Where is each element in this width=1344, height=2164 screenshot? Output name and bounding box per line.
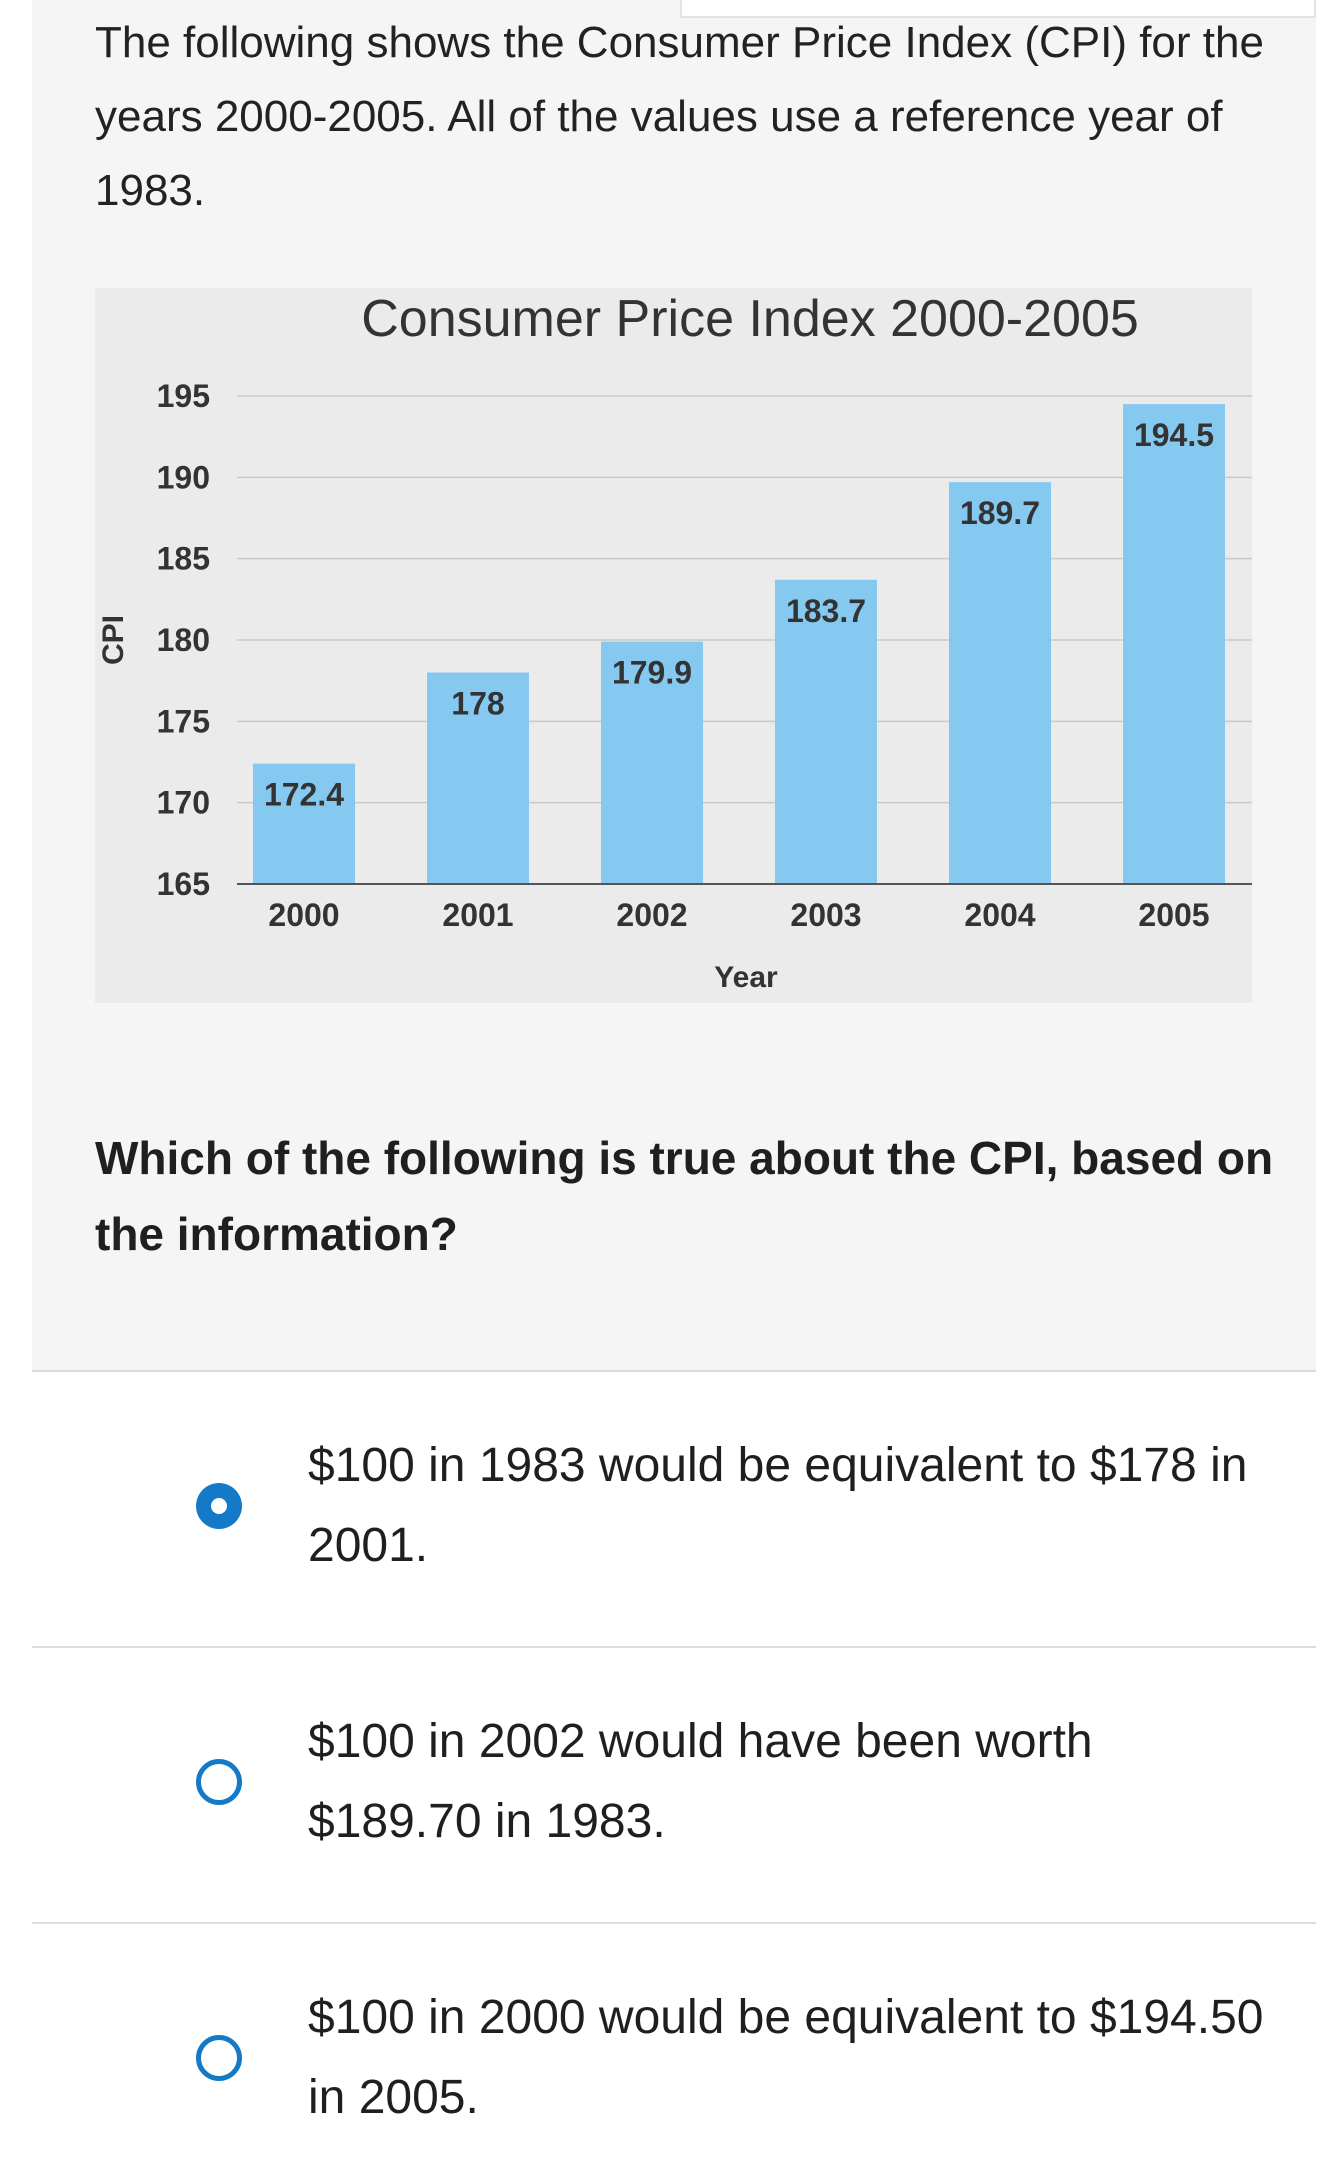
data-label: 172.4 — [264, 777, 344, 813]
x-tick-label: 2001 — [442, 897, 513, 933]
x-tick-label: 2003 — [790, 897, 861, 933]
bar — [601, 641, 703, 884]
answer-option-3[interactable]: $100 in 2000 would be equivalent to $194… — [32, 1924, 1316, 2164]
x-tick-label: 2002 — [616, 897, 687, 933]
answer-option-text: $100 in 2002 would have been worth $189.… — [308, 1715, 1093, 1848]
answer-option-text: $100 in 2000 would be equivalent to $194… — [308, 1991, 1264, 2124]
divider — [32, 1922, 1316, 1924]
cpi-chart: Consumer Price Index 2000-2005 165 170 175… — [95, 288, 1252, 1003]
y-tick-label: 175 — [157, 703, 210, 739]
grid-lines — [237, 395, 1252, 804]
cpi-bar-chart-svg: Consumer Price Index 2000-2005 165 170 175… — [97, 290, 1252, 994]
bar — [775, 579, 877, 884]
bar — [427, 672, 529, 884]
question-prompt: Which of the following is true about the… — [95, 1132, 1274, 1260]
divider — [32, 1370, 1316, 1372]
bar — [253, 763, 355, 884]
y-tick-label: 190 — [157, 459, 210, 495]
bar — [949, 482, 1051, 884]
answer-option-2[interactable]: $100 in 2002 would have been worth $189.… — [32, 1648, 1316, 1922]
x-tick-label: 2000 — [268, 897, 339, 933]
radio-unselected-icon[interactable] — [196, 2035, 242, 2081]
y-tick-label: 170 — [157, 785, 210, 821]
data-label: 179.9 — [612, 655, 692, 691]
question-intro: The following shows the Consumer Price I… — [95, 18, 1264, 215]
data-label: 183.7 — [786, 593, 866, 629]
data-label: 189.7 — [960, 495, 1040, 531]
radio-unselected-icon[interactable] — [196, 1759, 242, 1805]
bars — [253, 404, 1225, 884]
data-label: 194.5 — [1134, 417, 1214, 453]
radio-selected-icon[interactable] — [196, 1483, 242, 1529]
y-tick-label: 180 — [157, 622, 210, 658]
x-axis-title: Year — [714, 961, 778, 994]
labels: 165 170 175 180 185 190 195 172.4 2000 178 2001 179… — [157, 378, 1214, 933]
y-tick-label: 195 — [157, 378, 210, 414]
y-tick-label: 165 — [157, 866, 210, 902]
y-axis-title: CPI — [97, 615, 130, 665]
answer-option-text: $100 in 1983 would be equivalent to $178… — [308, 1439, 1248, 1572]
chart-title: Consumer Price Index 2000-2005 — [361, 290, 1139, 348]
answer-box-edge — [680, 0, 1316, 18]
divider — [32, 1646, 1316, 1648]
y-tick-label: 185 — [157, 541, 210, 577]
answer-option-1[interactable]: $100 in 1983 would be equivalent to $178… — [32, 1372, 1316, 1646]
bar — [1123, 404, 1225, 884]
x-tick-label: 2005 — [1138, 897, 1209, 933]
x-tick-label: 2004 — [964, 897, 1035, 933]
data-label: 178 — [451, 686, 504, 722]
